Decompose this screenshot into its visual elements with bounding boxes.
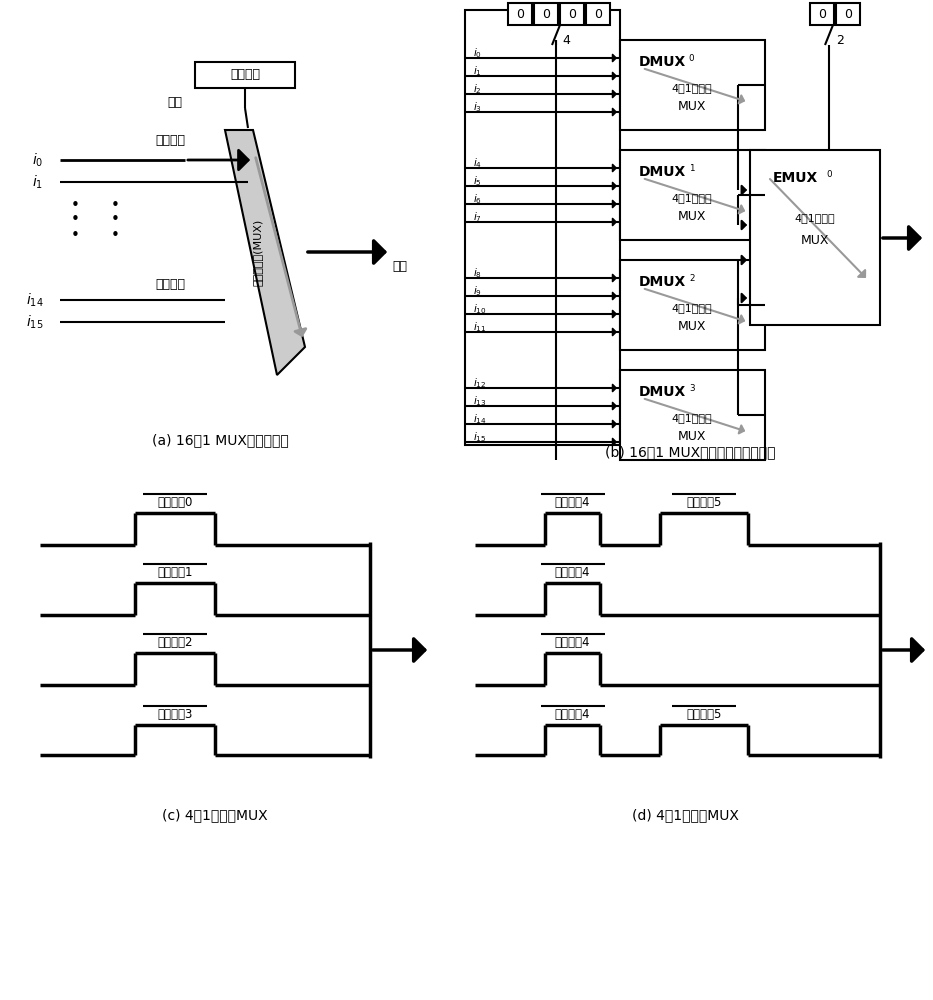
- Bar: [586, 3, 610, 25]
- Text: 0: 0: [542, 7, 550, 20]
- Bar: [534, 3, 558, 25]
- Bar: [620, 150, 765, 240]
- Text: DMUX: DMUX: [638, 55, 686, 69]
- Text: 旁路输入: 旁路输入: [155, 278, 185, 292]
- Text: $i_7$: $i_7$: [473, 210, 481, 224]
- Text: (b) 16选1 MUX结构实现方式示意图: (b) 16选1 MUX结构实现方式示意图: [605, 445, 775, 459]
- Text: $i_8$: $i_8$: [473, 266, 482, 280]
- Text: $i_{13}$: $i_{13}$: [473, 394, 487, 408]
- Text: $i_9$: $i_9$: [473, 284, 482, 298]
- Text: 2: 2: [836, 33, 843, 46]
- Text: EMUX: EMUX: [773, 171, 817, 185]
- Text: 配置比特2: 配置比特2: [158, 637, 193, 650]
- Bar: [195, 62, 295, 88]
- Text: 通路输入: 通路输入: [155, 133, 185, 146]
- Text: 配置比特5: 配置比特5: [687, 708, 722, 722]
- Text: 4: 4: [562, 33, 570, 46]
- Text: 配置比特3: 配置比特3: [158, 708, 193, 722]
- Bar: [620, 260, 765, 350]
- Text: $i_1$: $i_1$: [33, 173, 44, 191]
- Text: MUX: MUX: [677, 320, 706, 334]
- Text: 配置比特4: 配置比特4: [555, 708, 591, 722]
- Text: •: •: [111, 213, 119, 228]
- Text: (a) 16选1 MUX结构示意图: (a) 16选1 MUX结构示意图: [152, 433, 288, 447]
- Text: •: •: [111, 198, 119, 213]
- Bar: [465, 10, 620, 445]
- Text: 4选1译码型: 4选1译码型: [672, 83, 712, 93]
- Text: $i_{11}$: $i_{11}$: [473, 320, 486, 334]
- Text: (d) 4选1编码型MUX: (d) 4选1编码型MUX: [632, 808, 738, 822]
- Text: $i_1$: $i_1$: [473, 64, 481, 78]
- Text: $_3$: $_3$: [689, 380, 695, 393]
- Text: $i_{15}$: $i_{15}$: [473, 430, 486, 444]
- Text: $i_4$: $i_4$: [473, 156, 482, 170]
- Text: MUX: MUX: [677, 211, 706, 224]
- Text: $i_6$: $i_6$: [473, 192, 482, 206]
- Text: $_1$: $_1$: [689, 160, 695, 174]
- Text: 配置比特4: 配置比特4: [555, 637, 591, 650]
- Text: 配置比特0: 配置比特0: [158, 496, 193, 510]
- Text: $i_0$: $i_0$: [473, 46, 482, 60]
- Text: 配置比特1: 配置比特1: [158, 566, 193, 580]
- Text: $_0$: $_0$: [689, 50, 696, 64]
- Text: 4选1译码型: 4选1译码型: [672, 303, 712, 313]
- Bar: [810, 3, 834, 25]
- Text: DMUX: DMUX: [638, 385, 686, 399]
- Text: DMUX: DMUX: [638, 165, 686, 179]
- Text: $i_0$: $i_0$: [33, 151, 44, 169]
- Text: MUX: MUX: [677, 101, 706, 113]
- Text: (c) 4选1译码型MUX: (c) 4选1译码型MUX: [162, 808, 268, 822]
- Text: 输入: 输入: [168, 96, 183, 108]
- Text: 多路选择器(MUX): 多路选择器(MUX): [253, 218, 263, 286]
- Text: 0: 0: [568, 7, 576, 20]
- Text: 0: 0: [844, 7, 852, 20]
- Text: MUX: MUX: [801, 233, 829, 246]
- Bar: [620, 40, 765, 130]
- Text: $i_{15}$: $i_{15}$: [26, 313, 44, 331]
- Text: $i_{12}$: $i_{12}$: [473, 376, 486, 390]
- Text: $_0$: $_0$: [827, 166, 833, 180]
- Bar: [508, 3, 532, 25]
- Text: 配置比特5: 配置比特5: [687, 496, 722, 510]
- Bar: [836, 3, 860, 25]
- Bar: [620, 370, 765, 460]
- Text: 0: 0: [594, 7, 602, 20]
- Text: 4选1译码型: 4选1译码型: [672, 193, 712, 203]
- Text: 配置比特4: 配置比特4: [555, 566, 591, 580]
- Bar: [750, 150, 880, 325]
- Bar: [560, 3, 584, 25]
- Text: $i_{10}$: $i_{10}$: [473, 302, 487, 316]
- Text: 4选1译码型: 4选1译码型: [672, 413, 712, 423]
- Text: $i_5$: $i_5$: [473, 174, 481, 188]
- Text: 配置比特: 配置比特: [230, 68, 260, 82]
- Text: 配置比特4: 配置比特4: [555, 496, 591, 510]
- Text: •: •: [111, 228, 119, 242]
- Text: $i_{14}$: $i_{14}$: [26, 291, 44, 309]
- Text: $i_{14}$: $i_{14}$: [473, 412, 487, 426]
- Polygon shape: [225, 130, 305, 375]
- Text: $i_2$: $i_2$: [473, 82, 481, 96]
- Text: •: •: [71, 228, 79, 242]
- Text: $i_3$: $i_3$: [473, 100, 482, 114]
- Text: •: •: [71, 213, 79, 228]
- Text: MUX: MUX: [677, 430, 706, 444]
- Text: 4选1编码型: 4选1编码型: [795, 213, 835, 223]
- Text: •: •: [71, 198, 79, 213]
- Text: DMUX: DMUX: [638, 275, 686, 289]
- Text: 输出: 输出: [393, 260, 408, 273]
- Text: 0: 0: [818, 7, 826, 20]
- Text: $_2$: $_2$: [689, 270, 695, 284]
- Text: 0: 0: [516, 7, 524, 20]
